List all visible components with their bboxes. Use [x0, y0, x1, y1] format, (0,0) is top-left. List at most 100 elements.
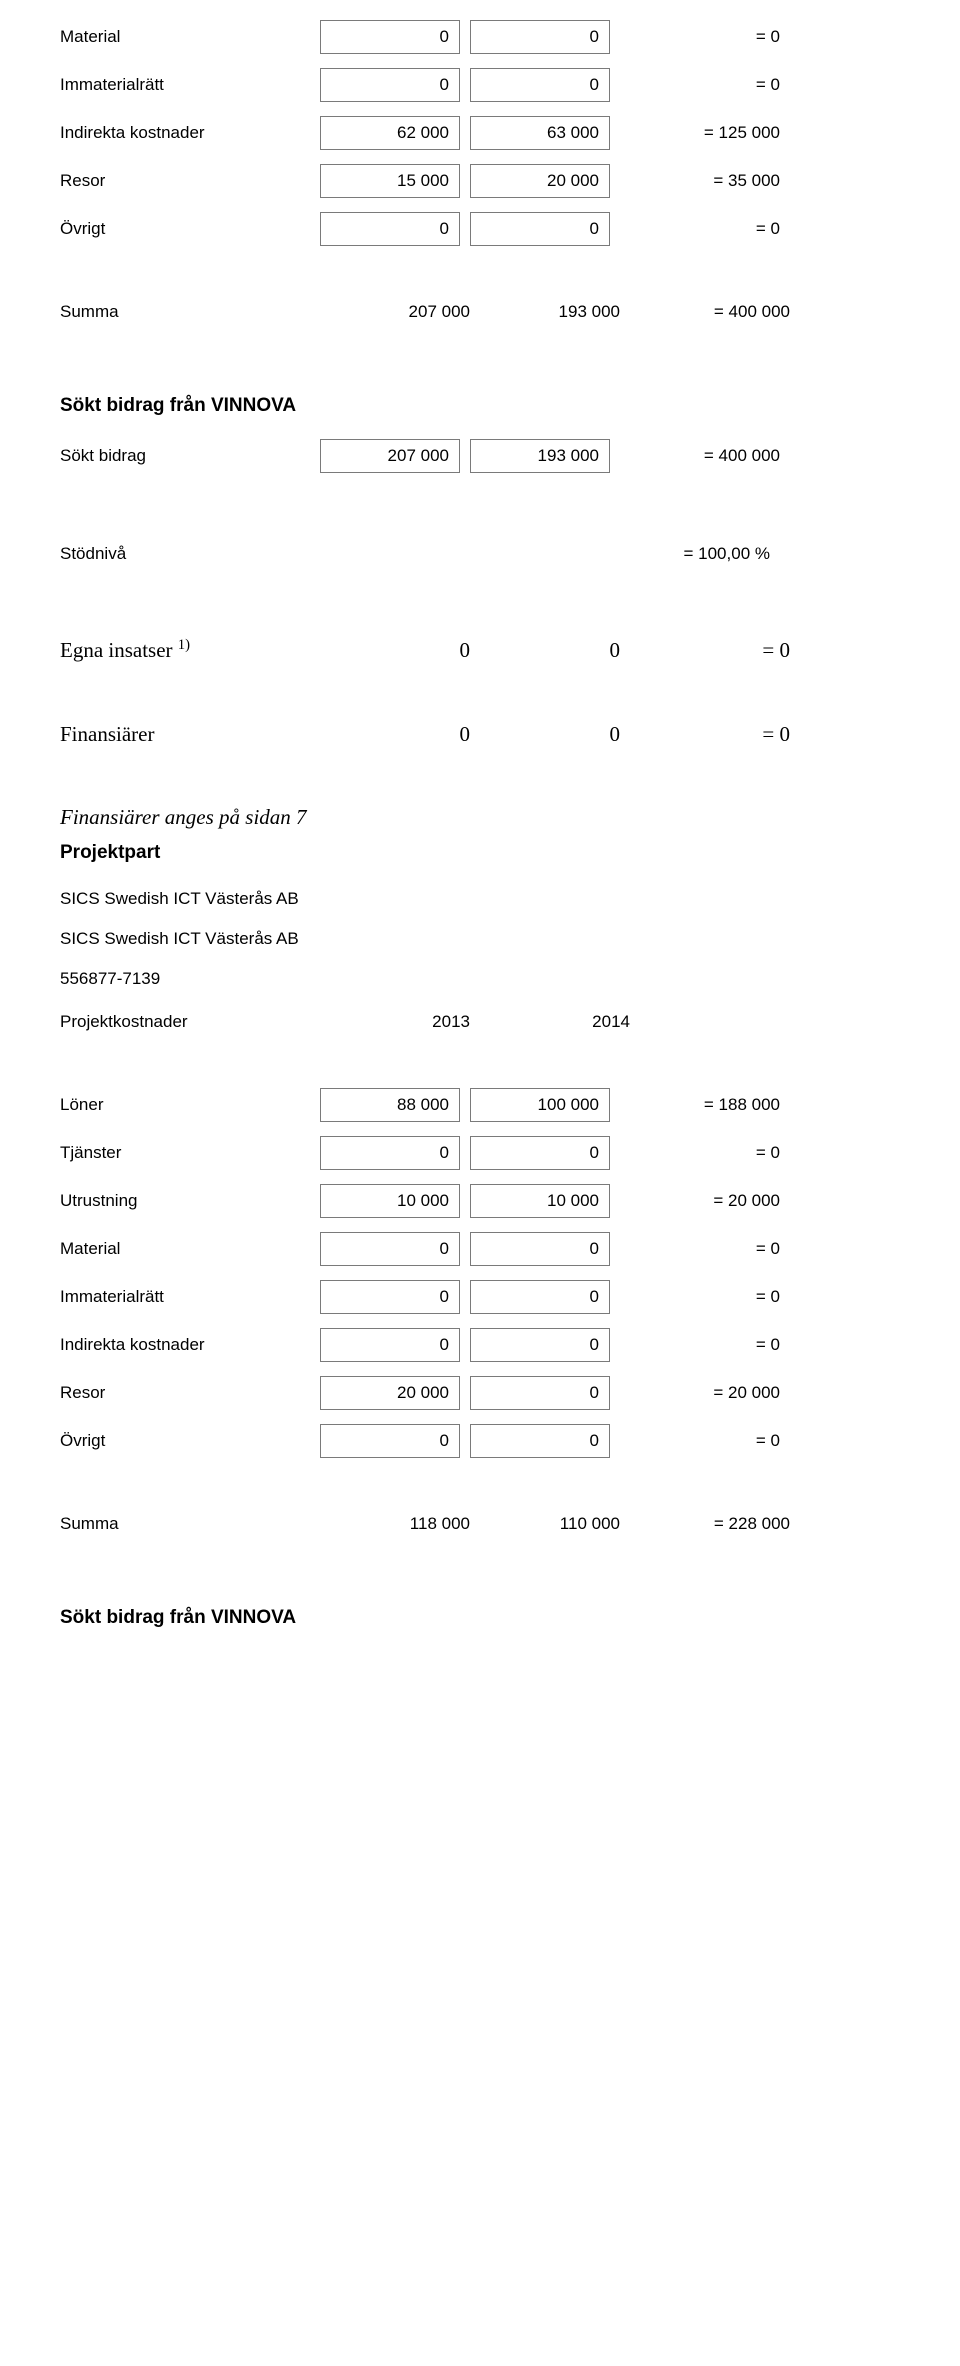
row-cell-1: 0 — [320, 1136, 460, 1170]
egna-insatser-row: Egna insatser 1) 0 0 = 0 — [60, 635, 900, 665]
row-cell-1: 0 — [320, 1424, 460, 1458]
row-sum: = 0 — [620, 1237, 780, 1261]
summa-sum: = 228 000 — [630, 1512, 790, 1536]
finansiarer-row: Finansiärer 0 0 = 0 — [60, 720, 900, 749]
row-label: Tjänster — [60, 1141, 320, 1165]
table-row: Övrigt 0 0 = 0 — [60, 1424, 900, 1458]
row-label: Immaterialrätt — [60, 1285, 320, 1309]
row-label: Utrustning — [60, 1189, 320, 1213]
row-cell-1: 10 000 — [320, 1184, 460, 1218]
sokt-bidrag-row: Sökt bidrag 207 000 193 000 = 400 000 — [60, 439, 900, 473]
row-cell-2: 193 000 — [470, 439, 610, 473]
row-cell-2: 100 000 — [470, 1088, 610, 1122]
row-label: Sökt bidrag — [60, 444, 320, 468]
table-row: Immaterialrätt 0 0 = 0 — [60, 1280, 900, 1314]
projektpart-orgnr: 556877-7139 — [60, 967, 900, 991]
row-sum: = 0 — [620, 1141, 780, 1165]
row-sum: = 188 000 — [620, 1093, 780, 1117]
row-cell-1: 88 000 — [320, 1088, 460, 1122]
row-cell-2: 63 000 — [470, 116, 610, 150]
summa-row-1: Summa 207 000 193 000 = 400 000 — [60, 300, 900, 324]
cost-table-1: Material 0 0 = 0 Immaterialrätt 0 0 = 0 … — [60, 20, 900, 246]
finansiarer-label: Finansiärer — [60, 720, 320, 749]
row-sum: = 20 000 — [620, 1381, 780, 1405]
year-2: 2014 — [480, 1010, 640, 1034]
table-row: Resor 15 000 20 000 = 35 000 — [60, 164, 900, 198]
row-sum: = 0 — [620, 1285, 780, 1309]
row-cell-1: 207 000 — [320, 439, 460, 473]
row-label: Övrigt — [60, 1429, 320, 1453]
row-cell-1: 0 — [320, 68, 460, 102]
row-cell-1: 15 000 — [320, 164, 460, 198]
summa-row-2: Summa 118 000 110 000 = 228 000 — [60, 1512, 900, 1536]
row-sum: = 400 000 — [620, 444, 780, 468]
projektpart-heading: Projektpart — [60, 840, 900, 867]
projektpart-line-1: SICS Swedish ICT Västerås AB — [60, 887, 900, 911]
row-cell-1: 0 — [320, 1232, 460, 1266]
year-1: 2013 — [320, 1010, 480, 1034]
fin-c1: 0 — [320, 720, 480, 749]
row-cell-2: 0 — [470, 1136, 610, 1170]
row-sum: = 35 000 — [620, 169, 780, 193]
egna-c1: 0 — [320, 636, 480, 665]
row-sum: = 0 — [620, 1333, 780, 1357]
table-row: Material 0 0 = 0 — [60, 1232, 900, 1266]
row-cell-1: 0 — [320, 1328, 460, 1362]
fin-c2: 0 — [480, 720, 630, 749]
row-cell-1: 0 — [320, 1280, 460, 1314]
table-row: Resor 20 000 0 = 20 000 — [60, 1376, 900, 1410]
row-sum: = 0 — [620, 25, 780, 49]
table-row: Indirekta kostnader 0 0 = 0 — [60, 1328, 900, 1362]
sokt-bidrag-heading-1: Sökt bidrag från VINNOVA — [60, 393, 900, 420]
row-label: Indirekta kostnader — [60, 121, 320, 145]
egna-insatser-label: Egna insatser 1) — [60, 635, 320, 665]
egna-insatser-sup: 1) — [178, 637, 190, 653]
table-row: Tjänster 0 0 = 0 — [60, 1136, 900, 1170]
row-sum: = 0 — [620, 217, 780, 241]
row-label: Immaterialrätt — [60, 73, 320, 97]
row-cell-2: 0 — [470, 1232, 610, 1266]
row-cell-2: 0 — [470, 20, 610, 54]
stodniva-label: Stödnivå — [60, 542, 320, 566]
row-label: Material — [60, 25, 320, 49]
row-cell-2: 0 — [470, 1376, 610, 1410]
table-row: Löner 88 000 100 000 = 188 000 — [60, 1088, 900, 1122]
stodniva-row: Stödnivå = 100,00 % — [60, 542, 900, 566]
egna-sum: = 0 — [630, 636, 790, 665]
row-cell-2: 0 — [470, 212, 610, 246]
row-sum: = 125 000 — [620, 121, 780, 145]
table-row: Material 0 0 = 0 — [60, 20, 900, 54]
summa-c2: 110 000 — [480, 1512, 630, 1536]
sokt-bidrag-heading-2: Sökt bidrag från VINNOVA — [60, 1605, 900, 1632]
egna-insatser-label-text: Egna insatser — [60, 638, 178, 662]
stodniva-value: = 100,00 % — [610, 542, 770, 566]
summa-c1: 118 000 — [320, 1512, 480, 1536]
row-cell-1: 0 — [320, 212, 460, 246]
summa-label: Summa — [60, 1512, 320, 1536]
row-cell-2: 0 — [470, 1280, 610, 1314]
row-label: Resor — [60, 1381, 320, 1405]
summa-sum: = 400 000 — [630, 300, 790, 324]
row-cell-2: 0 — [470, 1424, 610, 1458]
row-cell-1: 62 000 — [320, 116, 460, 150]
table-row: Utrustning 10 000 10 000 = 20 000 — [60, 1184, 900, 1218]
row-label: Material — [60, 1237, 320, 1261]
row-cell-2: 0 — [470, 68, 610, 102]
row-cell-1: 0 — [320, 20, 460, 54]
row-cell-1: 20 000 — [320, 1376, 460, 1410]
table-row: Indirekta kostnader 62 000 63 000 = 125 … — [60, 116, 900, 150]
row-cell-2: 0 — [470, 1328, 610, 1362]
summa-c1: 207 000 — [320, 300, 480, 324]
row-cell-2: 20 000 — [470, 164, 610, 198]
fin-sum: = 0 — [630, 720, 790, 749]
row-label: Övrigt — [60, 217, 320, 241]
projektkostnader-label: Projektkostnader — [60, 1010, 320, 1034]
row-sum: = 0 — [620, 1429, 780, 1453]
row-sum: = 20 000 — [620, 1189, 780, 1213]
row-label: Indirekta kostnader — [60, 1333, 320, 1357]
table-row: Immaterialrätt 0 0 = 0 — [60, 68, 900, 102]
projektkostnader-header: Projektkostnader 2013 2014 — [60, 1010, 900, 1034]
cost-table-2: Löner 88 000 100 000 = 188 000 Tjänster … — [60, 1088, 900, 1458]
row-sum: = 0 — [620, 73, 780, 97]
row-label: Löner — [60, 1093, 320, 1117]
